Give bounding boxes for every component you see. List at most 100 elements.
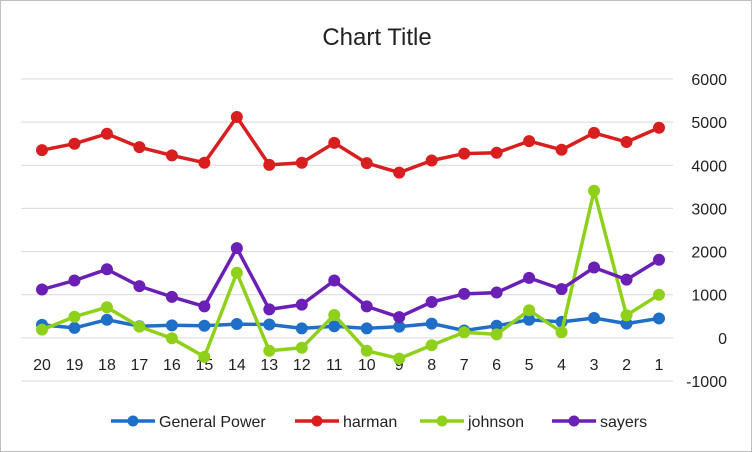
grid-lines — [21, 78, 673, 382]
legend-item: johnson — [420, 414, 524, 431]
data-point — [425, 296, 438, 309]
data-point — [555, 143, 568, 156]
data-point — [100, 301, 113, 314]
x-tick-label: 11 — [326, 357, 343, 374]
x-tick-label: 4 — [557, 357, 566, 374]
x-tick-label: 20 — [33, 357, 51, 374]
x-tick-label: 12 — [293, 357, 311, 374]
data-point — [295, 298, 308, 311]
data-point — [360, 322, 373, 335]
x-tick-label: 16 — [163, 357, 181, 374]
data-point — [458, 326, 471, 339]
data-point — [100, 263, 113, 276]
data-point — [263, 318, 276, 331]
x-tick-label: 5 — [525, 357, 534, 374]
data-point — [328, 274, 341, 287]
data-point — [490, 146, 503, 159]
data-point — [490, 286, 503, 299]
data-point — [198, 156, 211, 169]
data-point — [100, 127, 113, 140]
data-point — [588, 261, 601, 274]
legend-label: johnson — [467, 414, 524, 431]
x-tick-label: 18 — [98, 357, 116, 374]
data-point — [295, 322, 308, 335]
x-tick-label: 7 — [460, 357, 469, 374]
data-point — [133, 141, 146, 154]
data-point — [68, 310, 81, 323]
y-tick-label: -1000 — [686, 374, 727, 391]
x-tick-label: 3 — [590, 357, 599, 374]
x-tick-label: 13 — [260, 357, 278, 374]
data-point — [620, 273, 633, 286]
series-sayers — [36, 242, 665, 324]
chart-title: Chart Title — [322, 24, 431, 51]
data-point — [36, 144, 48, 157]
data-point — [393, 352, 406, 365]
x-tick-label: 14 — [228, 357, 246, 374]
data-point — [36, 283, 48, 296]
y-tick-label: 0 — [718, 331, 727, 348]
data-point — [230, 110, 243, 123]
data-point — [230, 266, 243, 279]
data-point — [653, 121, 665, 134]
data-point — [328, 136, 341, 149]
data-point — [198, 319, 211, 332]
legend-label: sayers — [600, 414, 647, 431]
legend: General Power harman johnson sayers — [111, 414, 647, 431]
data-point — [523, 271, 536, 284]
data-point — [425, 317, 438, 330]
y-tick-label: 1000 — [691, 288, 727, 305]
data-point — [653, 312, 665, 325]
data-point — [165, 149, 178, 162]
data-point — [653, 288, 665, 301]
x-tick-label: 8 — [427, 357, 436, 374]
x-tick-label: 9 — [395, 357, 404, 374]
legend-item: General Power — [111, 414, 266, 431]
y-tick-label: 6000 — [691, 72, 727, 89]
legend-marker — [127, 415, 139, 427]
x-tick-label: 2 — [622, 357, 631, 374]
data-point — [425, 154, 438, 167]
y-tick-label: 2000 — [691, 245, 727, 262]
data-point — [393, 311, 406, 324]
x-tick-label: 10 — [358, 357, 376, 374]
legend-item: sayers — [552, 414, 647, 431]
series-johnson — [36, 184, 665, 365]
data-point — [523, 135, 536, 148]
x-tick-label: 17 — [131, 357, 149, 374]
data-point — [68, 321, 81, 334]
y-tick-label: 5000 — [691, 115, 727, 132]
data-point — [165, 332, 178, 345]
data-point — [100, 313, 113, 326]
data-point — [165, 319, 178, 332]
data-point — [263, 344, 276, 357]
data-point — [230, 318, 243, 331]
legend-label: harman — [343, 414, 397, 431]
data-point — [198, 350, 211, 363]
data-point — [230, 242, 243, 255]
data-point — [620, 309, 633, 322]
data-point — [328, 308, 341, 321]
data-point — [36, 323, 48, 336]
data-point — [360, 344, 373, 357]
data-point — [653, 253, 665, 266]
y-tick-label: 3000 — [691, 201, 727, 218]
legend-marker — [311, 415, 323, 427]
data-point — [425, 339, 438, 352]
data-point — [458, 147, 471, 160]
data-point — [588, 312, 601, 325]
data-point — [198, 300, 211, 313]
data-point — [68, 137, 81, 150]
data-point — [588, 126, 601, 139]
x-axis-ticks: 20 19 18 17 16 15 14 13 12 11 10 9 8 7 6 5 4 3 2 1 — [33, 357, 663, 374]
data-point — [620, 135, 633, 148]
data-point — [263, 158, 276, 171]
data-point — [360, 157, 373, 170]
y-tick-label: 4000 — [691, 158, 727, 175]
x-tick-label: 15 — [195, 357, 213, 374]
series-lines — [36, 110, 665, 365]
data-point — [165, 290, 178, 303]
data-point — [393, 166, 406, 179]
data-point — [295, 341, 308, 354]
